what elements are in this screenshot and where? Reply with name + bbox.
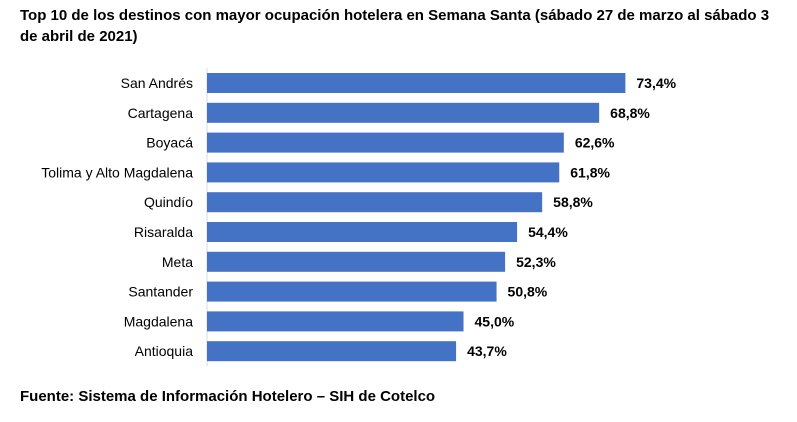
data-label: 62,6% bbox=[575, 135, 615, 151]
category-label: San Andrés bbox=[121, 75, 193, 91]
bar bbox=[207, 341, 457, 362]
data-label: 50,8% bbox=[508, 284, 548, 300]
data-label: 73,4% bbox=[636, 75, 676, 91]
bars: 73,4% 68,8% 62,6% 61,8% 58,8% 54,4% 52,3% 50,8%… bbox=[207, 73, 677, 362]
bar bbox=[207, 311, 464, 332]
category-label: Tolima y Alto Magdalena bbox=[41, 164, 193, 180]
data-label: 68,8% bbox=[610, 105, 650, 121]
bar bbox=[207, 222, 518, 242]
bar bbox=[207, 192, 543, 213]
category-label: Boyacá bbox=[146, 135, 193, 151]
data-label: 61,8% bbox=[570, 164, 610, 180]
category-label: Meta bbox=[162, 254, 193, 270]
bar bbox=[207, 132, 564, 153]
category-label: Santander bbox=[128, 284, 193, 300]
bar bbox=[207, 73, 626, 93]
chart-title: Top 10 de los destinos con mayor ocupaci… bbox=[20, 7, 770, 45]
category-label: Magdalena bbox=[124, 313, 193, 329]
bar bbox=[207, 281, 497, 302]
bar bbox=[207, 162, 560, 183]
category-label: Risaralda bbox=[134, 224, 193, 240]
category-label: Quindío bbox=[144, 194, 193, 210]
data-label: 52,3% bbox=[516, 254, 556, 270]
category-label: Antioquia bbox=[135, 343, 194, 359]
data-label: 43,7% bbox=[467, 343, 507, 359]
category-label: Cartagena bbox=[128, 105, 194, 121]
bar-chart: San Andrés Cartagena Boyacá Tolima y Alto M… bbox=[41, 68, 677, 367]
source-note: Fuente: Sistema de Información Hotelero … bbox=[20, 388, 436, 405]
data-label: 58,8% bbox=[553, 194, 593, 210]
bar bbox=[207, 102, 600, 123]
bar bbox=[207, 251, 506, 272]
data-label: 45,0% bbox=[475, 313, 515, 329]
data-label: 54,4% bbox=[528, 224, 568, 240]
chart-axis: San Andrés Cartagena Boyacá Tolima y Alto M… bbox=[41, 68, 208, 367]
